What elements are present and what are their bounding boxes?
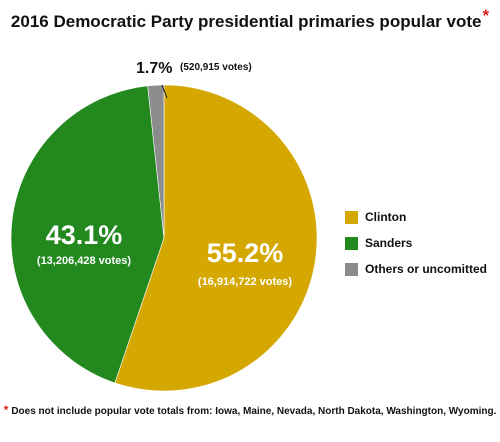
- legend-swatch-others: [345, 262, 358, 276]
- chart-title-text: 2016 Democratic Party presidential prima…: [10, 12, 482, 31]
- footnote: * Does not include popular vote totals fr…: [0, 403, 500, 417]
- legend: Clinton Sanders Others or uncomitted: [345, 208, 487, 286]
- slice-clinton: [114, 84, 318, 392]
- others-votes-label: (520,915 votes): [180, 62, 252, 73]
- legend-item-sanders: Sanders: [345, 234, 487, 252]
- title-footnote-marker: *: [482, 6, 490, 25]
- others-leader-line: [161, 84, 168, 99]
- clinton-percent-label: 55.2%: [207, 238, 284, 268]
- others-percent-label: 1.7%: [136, 60, 172, 77]
- legend-label-clinton: Clinton: [365, 210, 407, 224]
- legend-label-sanders: Sanders: [365, 236, 413, 250]
- legend-swatch-sanders: [345, 236, 358, 250]
- sanders-votes-label: (13,206,428 votes): [37, 255, 132, 267]
- legend-label-others: Others or uncomitted: [365, 262, 488, 276]
- footnote-marker: *: [3, 403, 9, 417]
- legend-item-clinton: Clinton: [345, 208, 487, 226]
- clinton-votes-label: (16,914,722 votes): [198, 276, 293, 288]
- slice-others: [147, 84, 165, 239]
- legend-item-others: Others or uncomitted: [345, 260, 487, 278]
- sanders-percent-label: 43.1%: [46, 220, 123, 250]
- slice-sanders: [10, 85, 165, 384]
- pie-slices: [10, 84, 318, 392]
- chart-title: 2016 Democratic Party presidential prima…: [0, 6, 500, 32]
- footnote-text: Does not include popular vote totals fro…: [11, 406, 497, 417]
- legend-swatch-clinton: [345, 210, 358, 224]
- slice-labels: 55.2% (16,914,722 votes) 43.1% (13,206,428 …: [37, 60, 293, 288]
